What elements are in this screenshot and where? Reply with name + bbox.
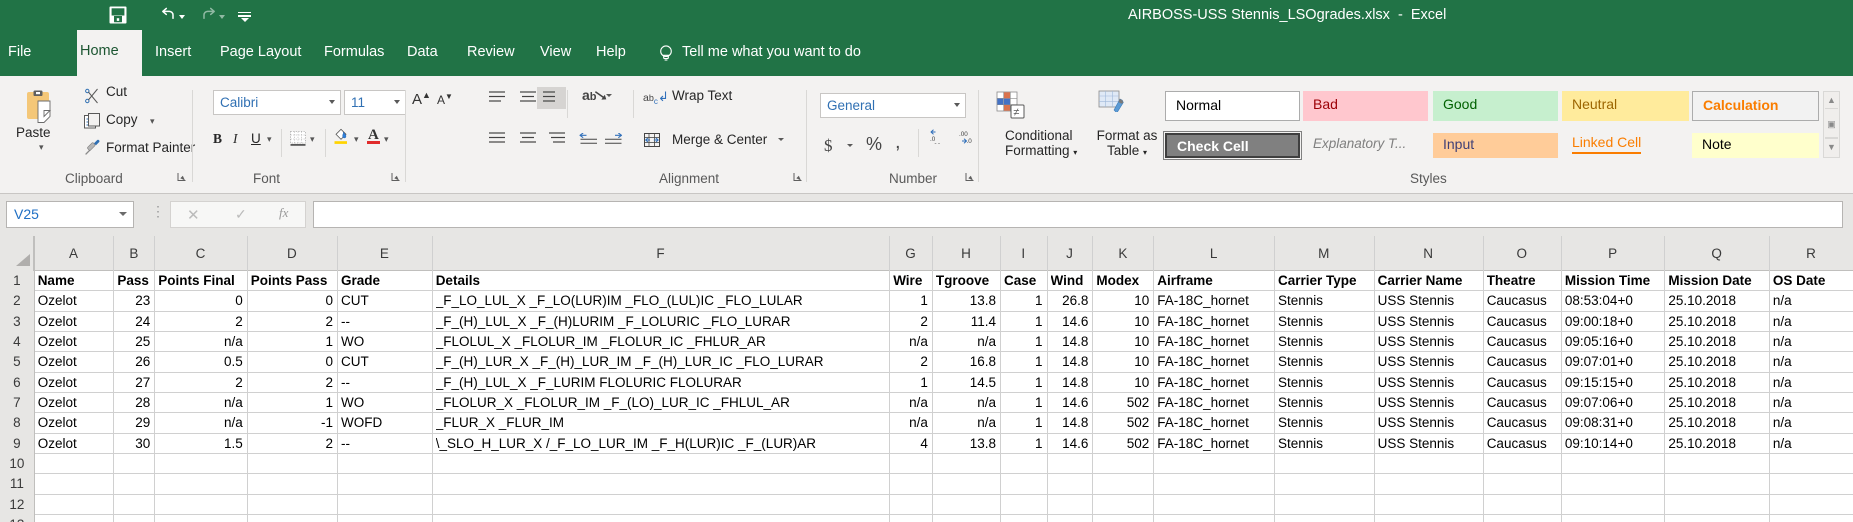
svg-text:.00: .00 <box>959 131 968 138</box>
svg-text:.0: .0 <box>967 138 973 144</box>
svg-text:≠: ≠ <box>1013 107 1019 119</box>
svg-text:.0: .0 <box>930 136 936 143</box>
svg-text:.00: .00 <box>932 143 941 144</box>
